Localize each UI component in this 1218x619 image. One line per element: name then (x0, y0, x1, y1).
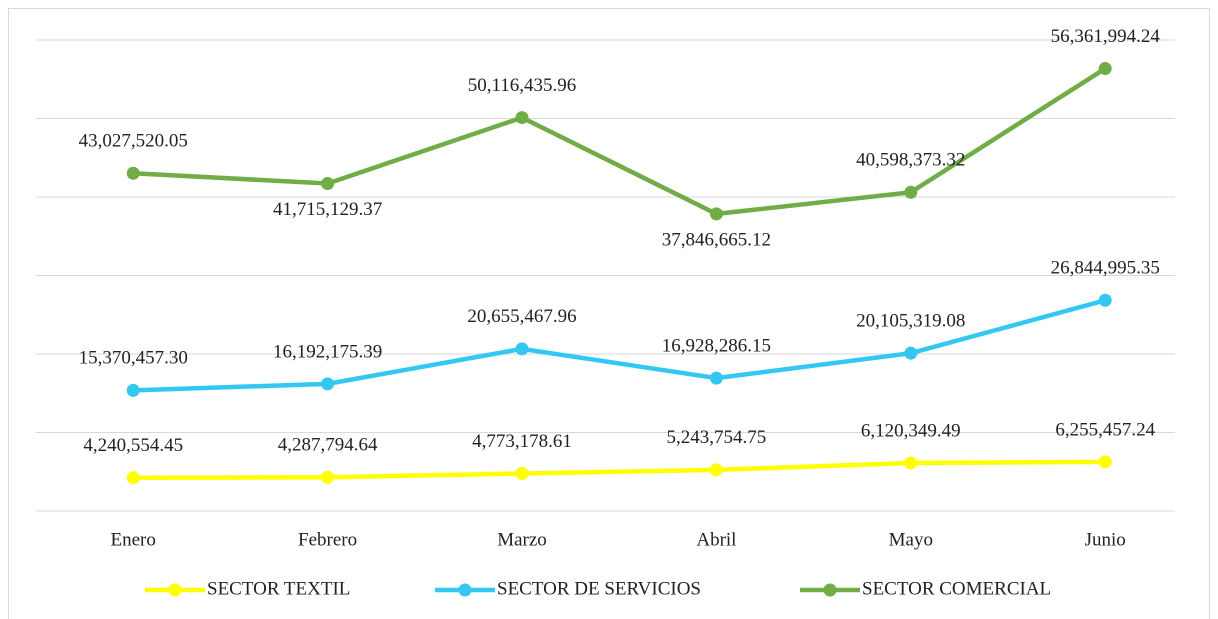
x-tick-label: Abril (696, 529, 736, 550)
series-line (133, 298, 1106, 393)
data-point (709, 463, 723, 477)
data-point (904, 456, 918, 470)
series-line (133, 66, 1107, 217)
data-point (321, 470, 335, 484)
data-label: 6,120,349.49 (861, 420, 961, 441)
data-label: 37,846,665.12 (662, 229, 771, 250)
data-point (126, 166, 140, 180)
data-point (709, 207, 723, 221)
chart-frame (8, 8, 1210, 619)
data-point (515, 111, 529, 125)
data-label: 20,105,319.08 (856, 311, 965, 332)
data-point (321, 177, 335, 191)
legend-label: SECTOR DE SERVICIOS (497, 578, 701, 599)
data-point (904, 346, 918, 360)
data-label: 20,655,467.96 (467, 306, 576, 327)
data-label: 50,116,435.96 (468, 75, 577, 96)
legend-label: SECTOR COMERCIAL (862, 578, 1051, 599)
data-point (515, 467, 529, 481)
data-label: 56,361,994.24 (1051, 26, 1161, 47)
data-label: 40,598,373.32 (856, 150, 965, 171)
x-tick-label: Mayo (889, 529, 933, 550)
data-point (1098, 293, 1112, 307)
data-point (1098, 62, 1112, 76)
data-label: 4,773,178.61 (472, 431, 572, 452)
series-line (133, 459, 1106, 480)
x-tick-label: Junio (1085, 529, 1126, 550)
data-point (321, 377, 335, 391)
data-point (126, 471, 140, 485)
data-point (126, 383, 140, 397)
data-point (1098, 455, 1112, 469)
data-label: 5,243,754.75 (667, 427, 767, 448)
data-label: 16,928,286.15 (662, 335, 771, 356)
data-label: 26,844,995.35 (1051, 258, 1160, 279)
legend-marker (458, 583, 472, 597)
data-label: 43,027,520.05 (79, 131, 188, 152)
x-tick-label: Febrero (298, 529, 357, 550)
data-point (515, 342, 529, 356)
data-point (904, 185, 918, 199)
legend-marker (168, 583, 182, 597)
data-point (709, 371, 723, 385)
data-label: 4,240,554.45 (83, 435, 183, 456)
data-label: 6,255,457.24 (1055, 419, 1155, 440)
legend-marker (823, 583, 837, 597)
x-tick-label: Marzo (497, 529, 547, 550)
data-label: 16,192,175.39 (273, 341, 382, 362)
data-label: 41,715,129.37 (273, 199, 382, 220)
data-label: 4,287,794.64 (278, 435, 378, 456)
data-label: 15,370,457.30 (79, 348, 188, 369)
legend-label: SECTOR TEXTIL (207, 578, 350, 599)
x-tick-label: Enero (111, 529, 156, 550)
